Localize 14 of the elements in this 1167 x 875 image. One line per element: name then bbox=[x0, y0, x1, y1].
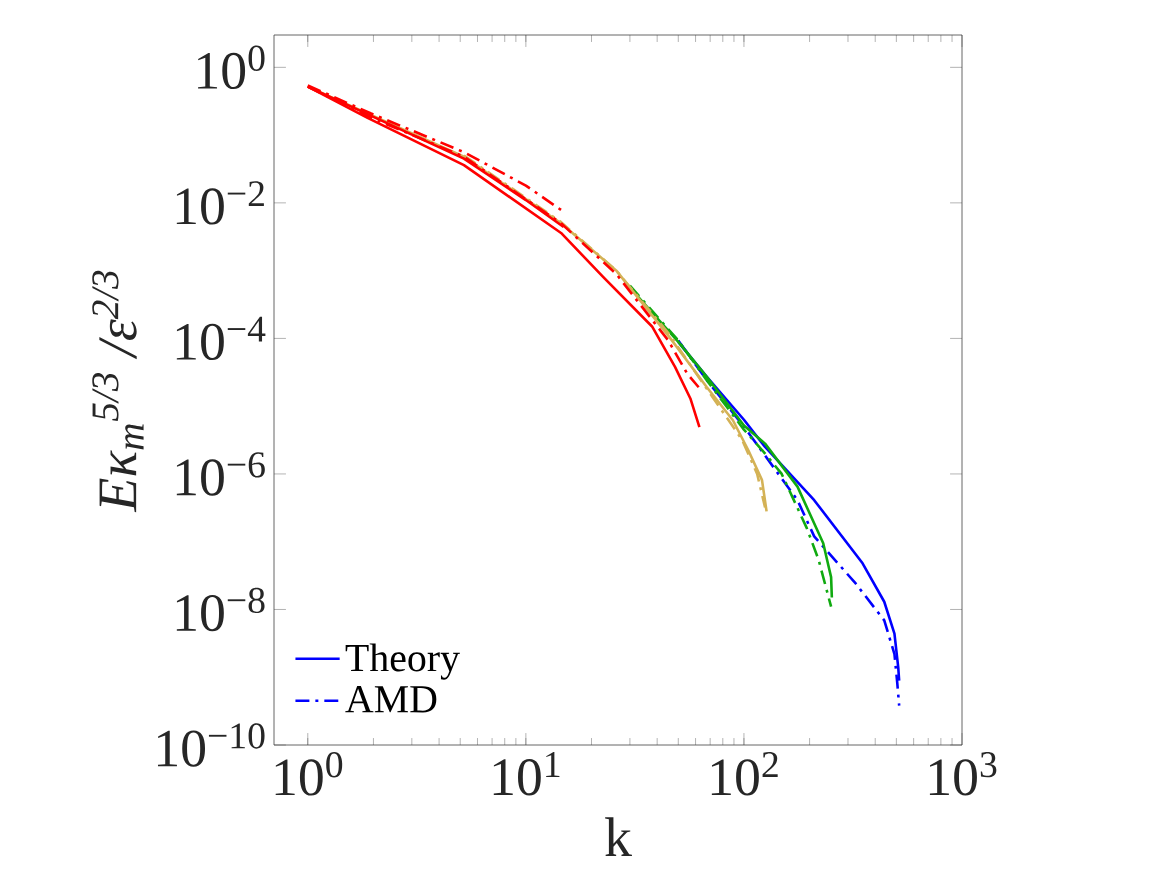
y-tick-label: 10$^{−2}$ bbox=[176, 181, 264, 225]
x-axis-title: k bbox=[605, 817, 632, 856]
y-tick-label: 10$^{−6}$ bbox=[176, 452, 265, 496]
y-tick-label: 10$^{−10}$ bbox=[157, 723, 265, 767]
legend-label: Theory bbox=[345, 643, 460, 680]
y-tick-label: 10$^{0}$ bbox=[198, 45, 265, 90]
y-tick-label: 10$^{−4}$ bbox=[176, 316, 266, 361]
x-tick-label: 10$^{0}$ bbox=[275, 752, 343, 796]
x-tick-label: 10$^{1}$ bbox=[493, 752, 560, 796]
x-tick-label: 10$^{3}$ bbox=[929, 752, 997, 796]
x-tick-label: 10$^{2}$ bbox=[711, 752, 778, 796]
y-axis-title: Eκ$_{m}$$^{5/3}$ /ε$^{2/3}$ bbox=[92, 270, 144, 513]
legend-label: AMD bbox=[345, 686, 437, 713]
y-tick-label: 10$^{−8}$ bbox=[176, 587, 265, 632]
